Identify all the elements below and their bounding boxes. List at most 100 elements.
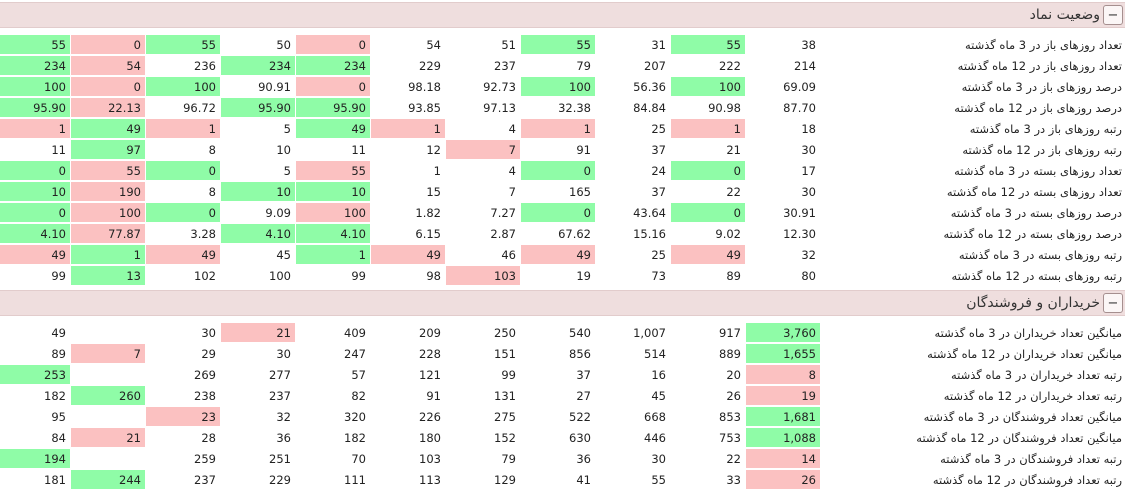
table-cell: 1	[520, 118, 595, 139]
table-cell: 214	[745, 55, 820, 76]
table-cell: 26	[745, 469, 820, 490]
table-cell: 5	[220, 118, 295, 139]
row-label: میانگین تعداد خریداران در 3 ماه گذشته	[934, 325, 1122, 340]
table-cell: 50	[220, 34, 295, 55]
table-cell: 275	[445, 406, 520, 427]
table-cell: 100	[0, 76, 70, 97]
table-row: رتبه روزهای بسته در 3 ماه گذشته 32 49 25 49 4…	[0, 244, 1125, 265]
table-cell	[70, 364, 145, 385]
table-row: میانگین تعداد فروشندگان در 3 ماه گذشته 1,…	[0, 406, 1125, 427]
table-cell: 25	[595, 244, 670, 265]
row-label: میانگین تعداد فروشندگان در 12 ماه گذشته	[916, 430, 1122, 445]
row-label: رتبه تعداد خریداران در 3 ماه گذشته	[951, 367, 1122, 382]
table-cell: 14	[745, 448, 820, 469]
table-cell	[70, 448, 145, 469]
table-cell: 77.87	[70, 223, 145, 244]
table-cell: 11	[295, 139, 370, 160]
table-cell: 165	[520, 181, 595, 202]
table-cell: 36	[220, 427, 295, 448]
table-cell: 0	[145, 160, 220, 181]
table-cell: 99	[0, 265, 70, 286]
table-cell: 5	[220, 160, 295, 181]
table-cell: 237	[145, 469, 220, 490]
table-cell: 7.27	[445, 202, 520, 223]
table-cell: 24	[595, 160, 670, 181]
table-cell: 260	[70, 385, 145, 406]
table-cell: 1	[670, 118, 745, 139]
table-cell: 55	[295, 160, 370, 181]
table-cell: 43.64	[595, 202, 670, 223]
table-cell: 49	[520, 244, 595, 265]
table-cell: 3.28	[145, 223, 220, 244]
collapse-toggle-icon[interactable]: −	[1103, 293, 1123, 313]
table-cell: 113	[370, 469, 445, 490]
table-cell: 10	[220, 181, 295, 202]
table-cell: 49	[670, 244, 745, 265]
table-cell: 182	[295, 427, 370, 448]
table-cell: 23	[145, 406, 220, 427]
row-label: تعداد روزهای باز در 12 ماه گذشته	[957, 58, 1122, 73]
table-cell: 54	[370, 34, 445, 55]
table-cell: 36	[520, 448, 595, 469]
table-row: رتبه تعداد خریداران در 3 ماه گذشته 8 20 16 3…	[0, 364, 1125, 385]
table-cell: 95.90	[220, 97, 295, 118]
table-row: تعداد روزهای بسته در 12 ماه گذشته 30 22 37 1…	[0, 181, 1125, 202]
table-cell: 49	[0, 322, 70, 343]
table-cell: 29	[145, 343, 220, 364]
table-cell: 190	[70, 181, 145, 202]
table-cell: 54	[70, 55, 145, 76]
table-cell: 84.84	[595, 97, 670, 118]
row-label: رتبه روزهای بسته در 12 ماه گذشته	[951, 268, 1122, 283]
table-cell: 100	[70, 202, 145, 223]
section-header: − خریداران و فروشندگان	[0, 290, 1125, 316]
table-cell: 45	[220, 244, 295, 265]
table-cell: 49	[145, 244, 220, 265]
table-cell: 100	[520, 76, 595, 97]
row-label: میانگین تعداد فروشندگان در 3 ماه گذشته	[923, 409, 1122, 424]
table-cell: 1	[370, 118, 445, 139]
table-cell: 22	[670, 181, 745, 202]
table-cell: 8	[745, 364, 820, 385]
table-cell	[70, 406, 145, 427]
section-title: خریداران و فروشندگان	[966, 295, 1100, 311]
table-cell: 12	[370, 139, 445, 160]
table-cell: 21	[70, 427, 145, 448]
table-cell: 250	[445, 322, 520, 343]
table-cell: 90.91	[220, 76, 295, 97]
table-cell: 209	[370, 322, 445, 343]
row-label: رتبه روزهای باز در 3 ماه گذشته	[969, 121, 1122, 136]
table-cell: 55	[145, 34, 220, 55]
table-cell: 8	[145, 139, 220, 160]
table-row: رتبه تعداد فروشندگان در 3 ماه گذشته 14 22 3…	[0, 448, 1125, 469]
table-cell: 95.90	[0, 97, 70, 118]
table-cell: 409	[295, 322, 370, 343]
table-cell: 180	[370, 427, 445, 448]
row-label: تعداد روزهای بسته در 12 ماه گذشته	[946, 184, 1122, 199]
table-cell: 37	[595, 181, 670, 202]
table-cell: 55	[70, 160, 145, 181]
table-cell: 1,088	[745, 427, 820, 448]
table-cell: 7	[445, 181, 520, 202]
collapse-toggle-icon[interactable]: −	[1103, 5, 1123, 25]
table-cell: 55	[595, 469, 670, 490]
table-cell: 30	[595, 448, 670, 469]
table-cell: 49	[370, 244, 445, 265]
table-cell: 917	[670, 322, 745, 343]
table-cell: 16	[595, 364, 670, 385]
table-cell: 0	[520, 202, 595, 223]
table-cell: 0	[670, 160, 745, 181]
table-cell: 87.70	[745, 97, 820, 118]
table-cell: 31	[595, 34, 670, 55]
row-label: درصد روزهای باز در 3 ماه گذشته	[961, 79, 1122, 94]
table-cell: 51	[445, 34, 520, 55]
table-cell: 4.10	[220, 223, 295, 244]
table-cell: 26	[670, 385, 745, 406]
table-cell: 25	[595, 118, 670, 139]
table-row: تعداد روزهای باز در 12 ماه گذشته 214 222 20…	[0, 55, 1125, 76]
table-cell: 19	[745, 385, 820, 406]
table-cell: 236	[145, 55, 220, 76]
table-cell: 45	[595, 385, 670, 406]
row-label: رتبه تعداد خریداران در 12 ماه گذشته	[943, 388, 1122, 403]
table-cell: 229	[220, 469, 295, 490]
